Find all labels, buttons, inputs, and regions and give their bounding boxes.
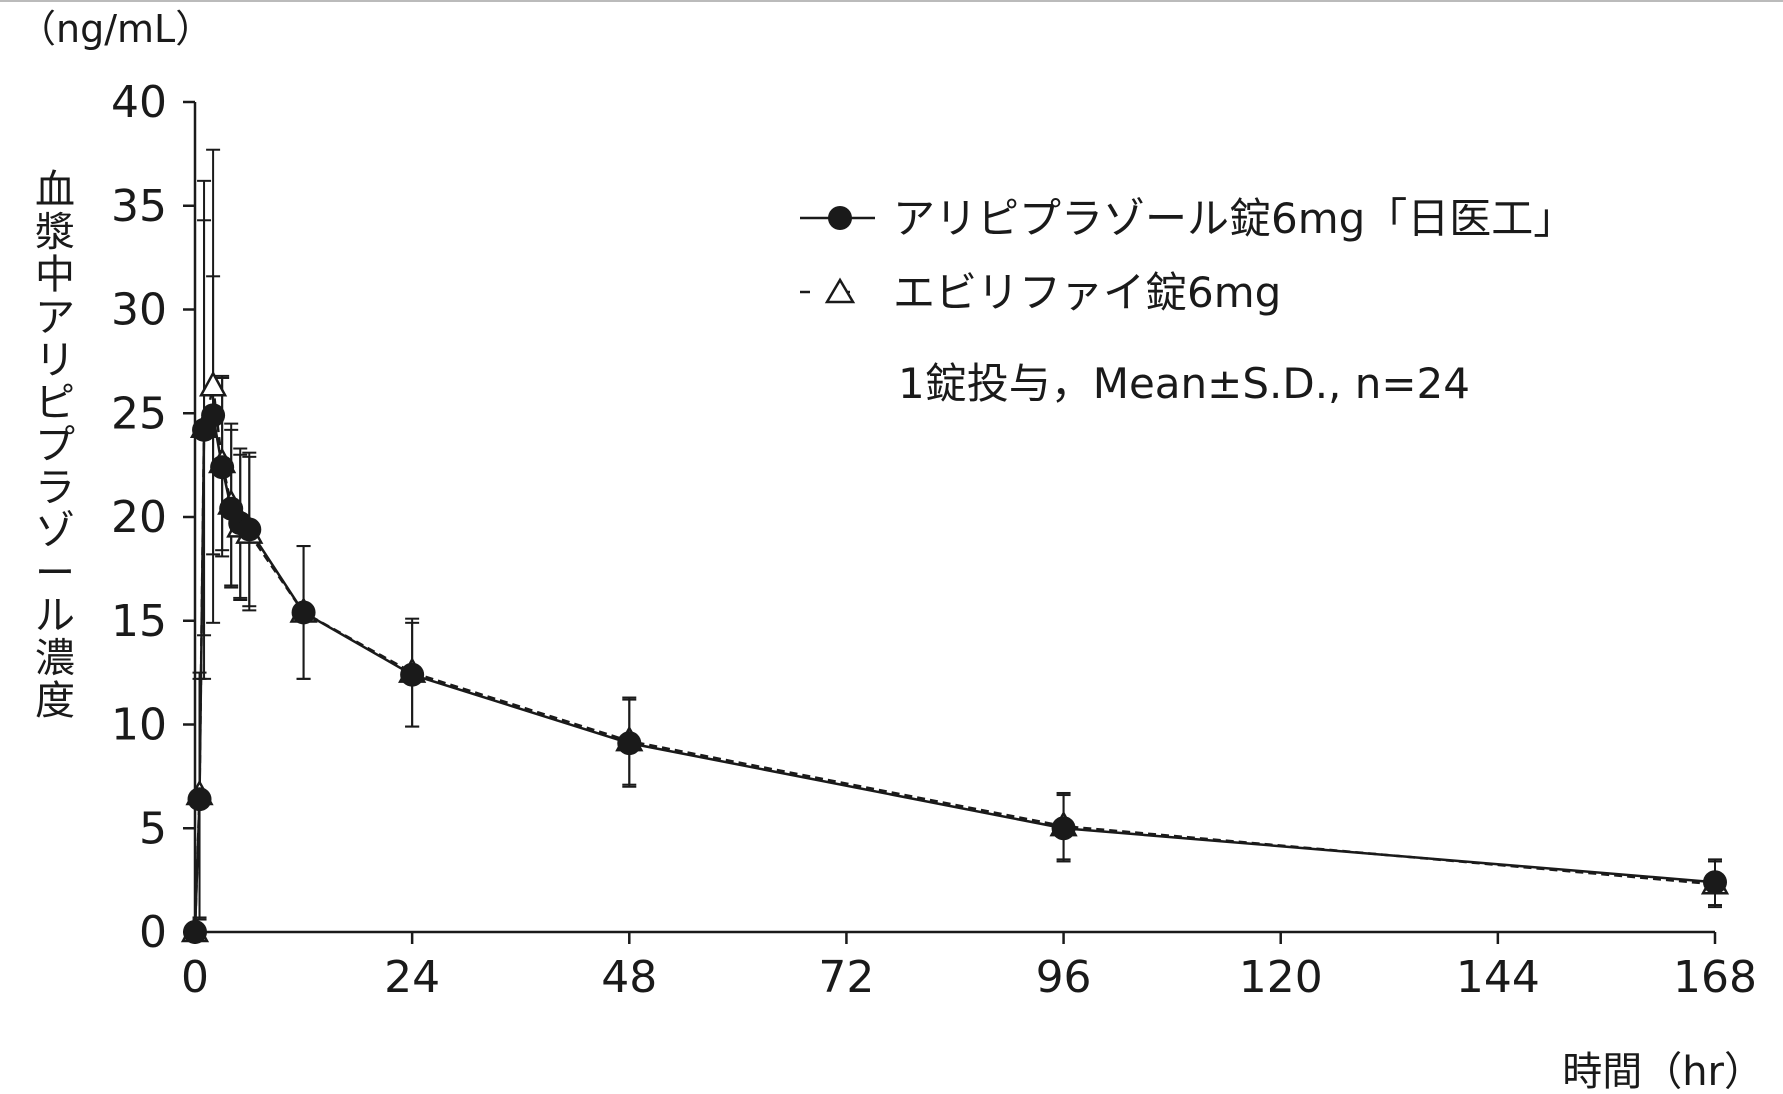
nichiiko-point [291, 600, 316, 625]
y-axis-ticks: 0 5 10 15 20 25 30 35 40 [111, 77, 195, 958]
x-tick-label: 48 [601, 952, 657, 1003]
x-tick-label: 96 [1036, 952, 1092, 1003]
y-axis-title-char: ピ [35, 380, 75, 426]
x-tick-label: 0 [181, 952, 209, 1003]
x-axis-ticks: 0 24 48 72 96 120 144 168 [181, 932, 1757, 1003]
y-tick-label: 30 [111, 285, 167, 336]
chart-note: 1錠投与，Mean±S.D., n=24 [898, 359, 1470, 408]
x-tick-label: 72 [818, 952, 874, 1003]
y-axis-title-char: ラ [35, 465, 75, 511]
legend-label-nichiiko: アリピプラゾール錠6mg「日医工」 [893, 194, 1575, 243]
y-tick-label: 15 [111, 596, 167, 647]
y-axis-title-char: 漿 [35, 210, 75, 256]
x-tick-label: 120 [1239, 952, 1323, 1003]
x-tick-label: 168 [1673, 952, 1757, 1003]
y-axis-title-char: ル [35, 593, 75, 639]
y-axis-title-char: 中 [35, 252, 75, 298]
y-tick-label: 20 [111, 492, 167, 543]
y-axis-title-char: 度 [35, 678, 75, 724]
nichiiko-point [201, 403, 226, 428]
nichiiko-point [400, 662, 425, 687]
y-tick-label: 35 [111, 181, 167, 232]
nichiiko-point [187, 787, 212, 812]
nichiiko-point [1703, 870, 1727, 895]
y-tick-label: 5 [139, 803, 167, 854]
x-axis-title: 時間（hr） [1562, 1049, 1764, 1094]
nichiiko-point [210, 455, 235, 480]
legend-label-abilify: エビリファイ錠6mg [893, 268, 1281, 317]
nichiiko-point [183, 920, 207, 944]
y-axis-title-char: ゾ [35, 508, 75, 554]
legend: アリピプラゾール錠6mg「日医工」 エビリファイ錠6mg [800, 194, 1575, 317]
legend-marker-circle [828, 206, 852, 230]
y-unit-label: （ng/mL） [18, 7, 213, 51]
nichiiko-point [1051, 816, 1076, 841]
y-axis-title-char: リ [35, 337, 75, 383]
nichiiko-point [237, 517, 262, 542]
y-axis-title-char: プ [35, 423, 75, 469]
y-axis-title-char: ア [35, 295, 75, 341]
y-tick-label: 10 [111, 700, 167, 751]
nichiiko-point [617, 731, 642, 756]
y-tick-label: 25 [111, 388, 167, 439]
abilify-series-line [193, 386, 1716, 933]
y-axis-title-char: 濃 [35, 636, 75, 682]
y-axis-title-char: 血 [35, 167, 75, 213]
abilify-point [198, 370, 228, 397]
y-tick-label: 0 [139, 907, 167, 958]
y-tick-label: 40 [111, 77, 167, 128]
legend-marker-triangle [824, 277, 856, 304]
y-axis-title-char: ー [35, 550, 75, 596]
series-layer [180, 148, 1730, 944]
x-tick-label: 144 [1456, 952, 1540, 1003]
x-tick-label: 24 [384, 952, 440, 1003]
